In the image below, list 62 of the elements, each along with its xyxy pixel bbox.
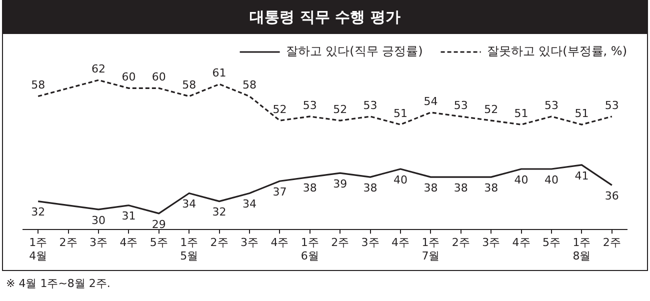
data-label: 53 — [302, 98, 317, 112]
data-label: 51 — [394, 106, 408, 120]
data-label: 53 — [604, 98, 619, 112]
data-label: 31 — [122, 210, 136, 223]
data-label: 40 — [544, 173, 558, 186]
x-tick-label: 2주 — [452, 236, 470, 250]
x-tick-label: 4주 — [120, 236, 138, 250]
legend-label: 잘하고 있다(직무 긍정률) — [286, 44, 423, 58]
data-label: 41 — [574, 169, 589, 182]
data-label: 52 — [333, 102, 348, 116]
data-label: 53 — [363, 98, 378, 112]
data-label: 38 — [484, 181, 498, 194]
data-label: 36 — [604, 190, 619, 203]
x-tick-label: 4주 — [512, 236, 530, 250]
data-label: 52 — [272, 102, 287, 116]
data-label: 40 — [514, 173, 528, 186]
data-label: 51 — [514, 106, 528, 120]
x-tick-label: 4주 — [392, 236, 410, 250]
data-label: 61 — [212, 66, 226, 80]
legend-label: 잘못하고 있다(부정률, %) — [486, 44, 628, 58]
data-label: 52 — [484, 102, 498, 116]
x-tick-label: 1주 8월 — [572, 236, 591, 262]
chart-title: 대통령 직무 수행 평가 — [2, 0, 648, 34]
data-label: 60 — [122, 70, 136, 84]
data-label: 37 — [272, 185, 287, 198]
data-label: 40 — [394, 173, 408, 186]
x-tick-label: 5주 — [150, 236, 168, 250]
data-label: 34 — [242, 198, 256, 211]
data-label: 62 — [92, 62, 106, 76]
x-tick-label: 4주 — [270, 236, 289, 250]
data-label: 54 — [424, 94, 438, 108]
x-tick-label: 2주 — [331, 236, 350, 250]
x-tick-label: 2주 — [602, 236, 621, 250]
data-label: 38 — [363, 181, 378, 194]
x-tick-label: 1주 6월 — [300, 236, 319, 262]
data-label: 29 — [152, 218, 166, 231]
data-label: 32 — [212, 206, 226, 219]
x-tick-label: 1주 4월 — [29, 236, 48, 262]
data-label: 53 — [544, 98, 558, 112]
data-label: 38 — [424, 181, 438, 194]
data-label: 34 — [182, 198, 196, 211]
x-tick-label: 3주 — [482, 236, 500, 250]
data-label: 39 — [333, 177, 348, 190]
data-label: 38 — [302, 181, 317, 194]
data-label: 38 — [454, 181, 468, 194]
x-tick-label: 3주 — [90, 236, 108, 250]
x-tick-label: 5주 — [542, 236, 560, 250]
data-label: 32 — [31, 206, 46, 219]
x-tick-label: 2주 — [59, 236, 78, 250]
x-tick-label: 2주 — [210, 236, 228, 250]
data-label: 58 — [242, 78, 256, 92]
data-label: 58 — [182, 78, 196, 92]
x-tick-label: 3주 — [240, 236, 258, 250]
data-label: 30 — [92, 214, 106, 227]
x-tick-label: 3주 — [361, 236, 380, 250]
data-label: 53 — [454, 98, 468, 112]
data-label: 51 — [574, 106, 589, 120]
text: ※ 4월 1주~8월 2주. — [5, 276, 112, 292]
data-label: 60 — [152, 70, 166, 84]
x-tick-label: 1주 5월 — [180, 236, 198, 262]
x-tick-label: 1주 7월 — [422, 236, 440, 262]
data-label: 58 — [31, 78, 46, 92]
